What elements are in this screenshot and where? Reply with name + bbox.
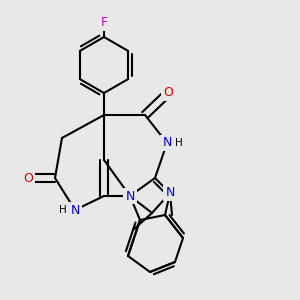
Text: F: F [100,16,108,29]
Text: H: H [59,205,67,215]
Text: N: N [165,187,175,200]
Text: O: O [23,172,33,184]
Text: N: N [70,203,80,217]
Text: N: N [125,190,135,202]
Text: N: N [162,136,172,149]
Text: O: O [163,86,173,100]
Text: H: H [175,138,183,148]
